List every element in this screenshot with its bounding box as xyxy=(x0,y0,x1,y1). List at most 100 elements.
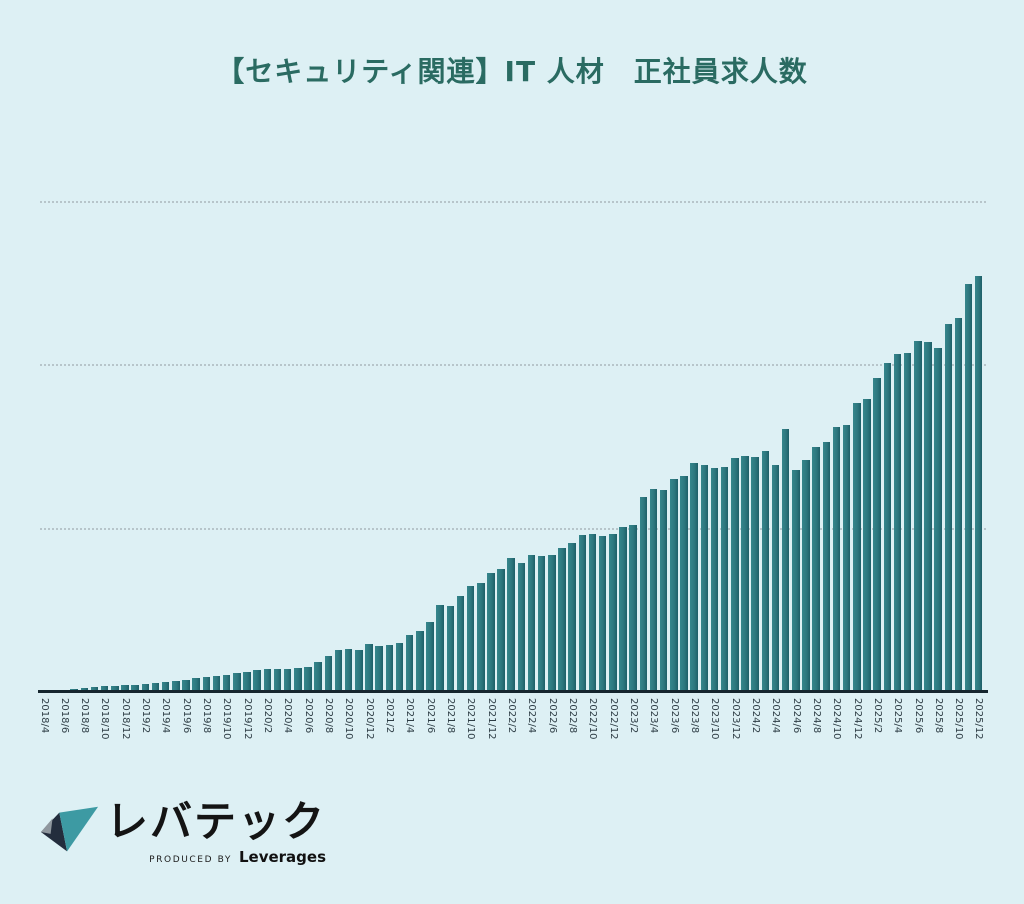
x-tick-label: 2025/8 xyxy=(932,698,944,734)
bar xyxy=(710,468,719,693)
bar xyxy=(639,497,648,693)
bar xyxy=(629,525,637,693)
bar xyxy=(233,673,241,693)
bar xyxy=(395,643,404,693)
x-tick-label: 2021/8 xyxy=(445,698,457,734)
bar xyxy=(192,678,200,693)
bar xyxy=(802,460,810,693)
bar xyxy=(111,686,119,693)
x-axis-tick-labels: 2018/4 2018/6 2018/8 2018/10 2018/12 2019/2 20… xyxy=(39,698,988,768)
bar xyxy=(151,683,160,693)
x-tick-label: 2023/2 xyxy=(627,698,639,734)
x-tick-label: 2022/10 xyxy=(587,698,599,740)
x-tick-label: 2022/12 xyxy=(607,698,619,740)
bar xyxy=(507,558,515,693)
bar xyxy=(416,631,424,693)
levtech-logo: レバテック PRODUCED BY Leverages xyxy=(38,798,326,866)
x-tick-label: 2025/4 xyxy=(892,698,904,734)
x-tick-label: 2020/2 xyxy=(262,698,274,734)
bar xyxy=(355,650,363,693)
x-tick-label: 2025/10 xyxy=(953,698,965,740)
bar xyxy=(263,669,272,693)
bar xyxy=(771,465,780,693)
bar xyxy=(974,276,983,693)
x-tick-label: 2020/4 xyxy=(282,698,294,734)
bar xyxy=(324,656,333,693)
bar xyxy=(405,635,414,693)
bar xyxy=(761,451,770,693)
bar xyxy=(964,284,973,693)
bar xyxy=(243,672,251,693)
x-tick-label: 2020/10 xyxy=(343,698,355,740)
x-tick-label: 2023/4 xyxy=(648,698,660,734)
bar xyxy=(527,555,536,693)
bar xyxy=(893,354,902,693)
gridline xyxy=(40,201,986,204)
bar xyxy=(375,646,383,693)
x-tick-label: 2021/2 xyxy=(384,698,396,734)
x-tick-label: 2021/6 xyxy=(424,698,436,734)
bar xyxy=(273,669,282,693)
x-tick-label: 2021/10 xyxy=(465,698,477,740)
x-tick-label: 2020/6 xyxy=(302,698,314,734)
bar xyxy=(131,685,139,693)
bar xyxy=(172,681,180,693)
x-tick-label: 2025/2 xyxy=(871,698,883,734)
bar xyxy=(477,583,485,693)
x-tick-label: 2025/12 xyxy=(973,698,985,740)
x-tick-label: 2023/6 xyxy=(668,698,680,734)
bar xyxy=(751,457,759,693)
bar xyxy=(548,555,556,693)
bar xyxy=(903,353,912,693)
bar xyxy=(578,535,587,693)
bar xyxy=(212,676,221,693)
x-tick-label: 2024/12 xyxy=(851,698,863,740)
x-tick-label: 2019/8 xyxy=(201,698,213,734)
bar xyxy=(598,536,607,693)
x-tick-label: 2022/4 xyxy=(526,698,538,734)
x-tick-label: 2025/6 xyxy=(912,698,924,734)
bar xyxy=(700,465,709,693)
bar xyxy=(161,682,170,693)
x-tick-label: 2018/6 xyxy=(58,698,70,734)
x-tick-label: 2024/4 xyxy=(770,698,782,734)
x-tick-label: 2023/10 xyxy=(709,698,721,740)
bar xyxy=(365,644,373,693)
bar xyxy=(873,378,881,693)
x-tick-label: 2022/2 xyxy=(505,698,517,734)
bar xyxy=(619,527,627,693)
bar xyxy=(944,324,952,693)
bar xyxy=(100,686,109,693)
x-tick-label: 2023/12 xyxy=(729,698,741,740)
bar xyxy=(670,479,678,693)
x-tick-label: 2019/10 xyxy=(221,698,233,740)
bar xyxy=(497,569,505,693)
bar xyxy=(609,534,617,693)
bar xyxy=(283,669,292,693)
x-axis-line xyxy=(38,690,988,693)
gridline xyxy=(40,527,986,530)
bar xyxy=(487,573,495,693)
bar xyxy=(842,425,851,693)
x-tick-label: 2018/8 xyxy=(79,698,91,734)
bar xyxy=(436,605,444,693)
bar xyxy=(517,563,526,693)
x-tick-label: 2021/4 xyxy=(404,698,416,734)
bar xyxy=(832,427,841,693)
x-tick-label: 2024/2 xyxy=(749,698,761,734)
x-tick-label: 2019/12 xyxy=(241,698,253,740)
x-tick-label: 2024/8 xyxy=(810,698,822,734)
x-tick-label: 2021/12 xyxy=(485,698,497,740)
bar xyxy=(182,680,190,693)
bar xyxy=(659,490,668,693)
x-tick-label: 2020/12 xyxy=(363,698,375,740)
bar xyxy=(781,429,790,693)
bar xyxy=(334,650,343,693)
bar xyxy=(222,675,231,693)
plot-area xyxy=(38,0,988,693)
bar xyxy=(924,342,932,693)
x-tick-label: 2024/10 xyxy=(831,698,843,740)
x-tick-label: 2020/8 xyxy=(323,698,335,734)
bar xyxy=(954,318,963,693)
